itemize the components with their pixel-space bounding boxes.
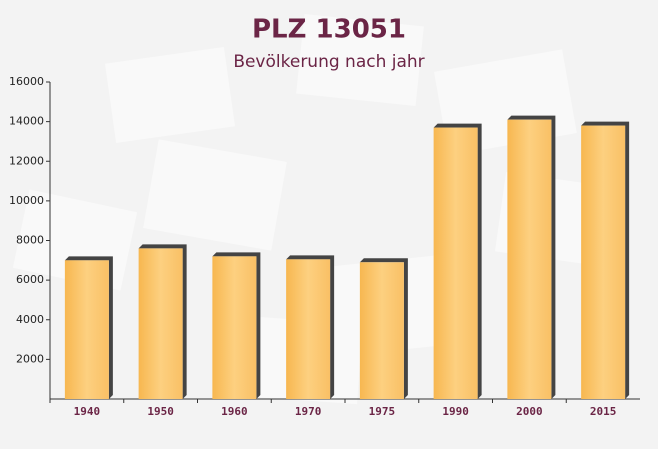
y-tick-label: 10000 bbox=[9, 194, 44, 207]
x-tick-label: 1975 bbox=[369, 405, 396, 418]
y-tick-label: 4000 bbox=[16, 313, 44, 326]
chart-title: PLZ 13051 bbox=[252, 15, 406, 45]
bar bbox=[64, 260, 109, 399]
y-tick-label: 16000 bbox=[9, 75, 44, 88]
y-tick-label: 12000 bbox=[9, 154, 44, 167]
y-tick-label: 14000 bbox=[9, 115, 44, 128]
y-tick-label: 8000 bbox=[16, 234, 44, 247]
chart-subtitle: Bevölkerung nach jahr bbox=[233, 52, 424, 72]
x-tick-label: 1960 bbox=[221, 405, 248, 418]
x-tick-label: 1990 bbox=[442, 405, 469, 418]
x-tick-label: 1970 bbox=[295, 405, 322, 418]
x-tick-label: 1940 bbox=[74, 405, 101, 418]
bar bbox=[359, 262, 404, 399]
y-tick-label: 6000 bbox=[16, 273, 44, 286]
bar bbox=[138, 248, 183, 399]
x-tick-label: 1950 bbox=[147, 405, 174, 418]
y-tick-label: 2000 bbox=[16, 352, 44, 365]
bar bbox=[581, 125, 626, 400]
bar bbox=[507, 119, 552, 400]
bar bbox=[433, 127, 478, 399]
x-tick-label: 2015 bbox=[590, 405, 617, 418]
bar bbox=[212, 256, 257, 399]
x-tick-label: 2000 bbox=[516, 405, 543, 418]
bar bbox=[286, 259, 331, 399]
